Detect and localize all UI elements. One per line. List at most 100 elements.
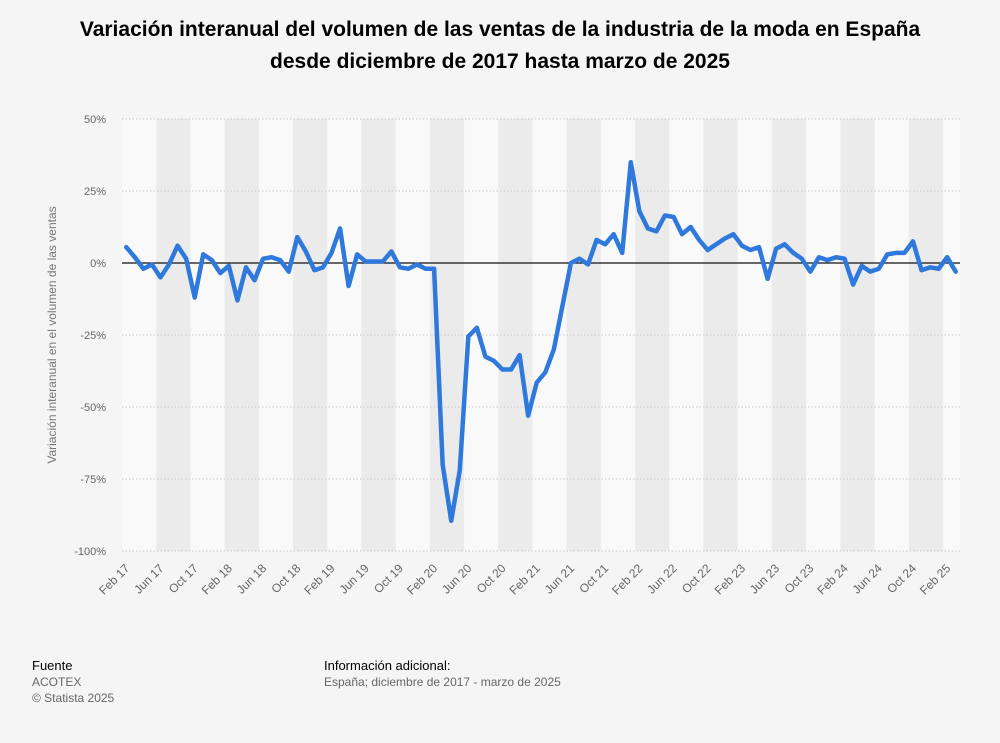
data-point bbox=[287, 270, 291, 274]
x-tick-label: Oct 22 bbox=[679, 561, 714, 596]
data-point bbox=[398, 265, 402, 269]
data-point bbox=[227, 264, 231, 268]
x-tick-label: Jun 19 bbox=[336, 561, 372, 597]
data-point bbox=[937, 267, 941, 271]
data-point bbox=[141, 267, 145, 271]
data-point bbox=[723, 237, 727, 241]
data-point bbox=[817, 255, 821, 259]
data-point bbox=[184, 257, 188, 261]
data-point bbox=[210, 258, 214, 262]
data-point bbox=[560, 304, 564, 308]
data-point bbox=[800, 257, 804, 261]
data-point bbox=[791, 251, 795, 255]
data-point bbox=[868, 270, 872, 274]
data-point bbox=[424, 267, 428, 271]
data-point bbox=[509, 368, 513, 372]
data-point bbox=[449, 519, 453, 523]
x-tick-label: Jun 20 bbox=[439, 561, 475, 597]
x-tick-label: Feb 18 bbox=[199, 561, 236, 598]
data-point bbox=[253, 278, 257, 282]
data-point bbox=[193, 296, 197, 300]
data-point bbox=[167, 262, 171, 266]
source-heading: Fuente bbox=[32, 658, 73, 673]
data-point bbox=[620, 251, 624, 255]
data-point bbox=[577, 257, 581, 261]
x-tick-label: Oct 17 bbox=[166, 561, 201, 596]
data-point bbox=[894, 251, 898, 255]
data-point bbox=[851, 283, 855, 287]
y-tick-label: -50% bbox=[80, 402, 106, 414]
data-point bbox=[928, 265, 932, 269]
y-tick-label: -75% bbox=[80, 474, 106, 486]
data-point bbox=[757, 245, 761, 249]
copyright-text: © Statista 2025 bbox=[32, 691, 115, 705]
data-point bbox=[783, 242, 787, 246]
data-point bbox=[235, 298, 239, 302]
data-point bbox=[526, 414, 530, 418]
data-point bbox=[218, 271, 222, 275]
data-point bbox=[483, 355, 487, 359]
y-tick-label: 50% bbox=[84, 114, 106, 126]
x-tick-label: Feb 22 bbox=[609, 561, 646, 598]
data-point bbox=[646, 226, 650, 230]
data-point bbox=[920, 268, 924, 272]
data-point bbox=[749, 248, 753, 252]
data-point bbox=[680, 232, 684, 236]
source-name: ACOTEX bbox=[32, 675, 82, 689]
data-point bbox=[740, 244, 744, 248]
x-tick-label: Feb 20 bbox=[404, 561, 441, 598]
data-point bbox=[595, 238, 599, 242]
data-point bbox=[201, 252, 205, 256]
data-point bbox=[124, 245, 128, 249]
data-point bbox=[808, 270, 812, 274]
data-point bbox=[176, 244, 180, 248]
data-point bbox=[860, 264, 864, 268]
data-point bbox=[133, 255, 137, 259]
x-tick-label: Oct 21 bbox=[576, 561, 611, 596]
chart-title: Variación interanual del volumen de las … bbox=[40, 14, 960, 78]
x-tick-label: Feb 17 bbox=[96, 561, 133, 598]
info-heading: Información adicional: bbox=[324, 658, 451, 673]
data-point bbox=[629, 160, 633, 164]
data-point bbox=[945, 255, 949, 259]
data-point bbox=[312, 268, 316, 272]
data-point bbox=[834, 255, 838, 259]
data-point bbox=[458, 468, 462, 472]
data-point bbox=[347, 284, 351, 288]
x-tick-label: Jun 17 bbox=[131, 561, 167, 597]
data-point bbox=[295, 235, 299, 239]
data-point bbox=[355, 252, 359, 256]
data-point bbox=[475, 326, 479, 330]
data-point bbox=[954, 270, 958, 274]
y-tick-label: 0% bbox=[90, 258, 106, 270]
data-point bbox=[902, 251, 906, 255]
data-point bbox=[406, 267, 410, 271]
data-point bbox=[278, 258, 282, 262]
data-point bbox=[364, 260, 368, 264]
footer-source: Fuente ACOTEX © Statista 2025 bbox=[32, 658, 114, 706]
x-tick-label: Feb 19 bbox=[301, 561, 338, 598]
data-point bbox=[261, 257, 265, 261]
footer-info: Información adicional: España; diciembre… bbox=[324, 658, 561, 690]
data-point bbox=[501, 368, 505, 372]
data-point bbox=[372, 260, 376, 264]
data-point bbox=[304, 249, 308, 253]
data-point bbox=[466, 334, 470, 338]
data-point bbox=[637, 209, 641, 213]
data-point bbox=[158, 275, 162, 279]
data-point bbox=[441, 463, 445, 467]
data-point bbox=[552, 347, 556, 351]
data-point bbox=[877, 267, 881, 271]
x-tick-label: Oct 18 bbox=[269, 561, 304, 596]
x-tick-label: Oct 19 bbox=[371, 561, 406, 596]
data-point bbox=[270, 255, 274, 259]
data-point bbox=[338, 226, 342, 230]
data-point bbox=[569, 261, 573, 265]
data-point bbox=[766, 277, 770, 281]
x-tick-label: Jun 24 bbox=[850, 561, 886, 597]
data-point bbox=[663, 213, 667, 217]
y-tick-label: -100% bbox=[74, 546, 106, 558]
data-point bbox=[543, 370, 547, 374]
plot-area bbox=[122, 119, 960, 551]
